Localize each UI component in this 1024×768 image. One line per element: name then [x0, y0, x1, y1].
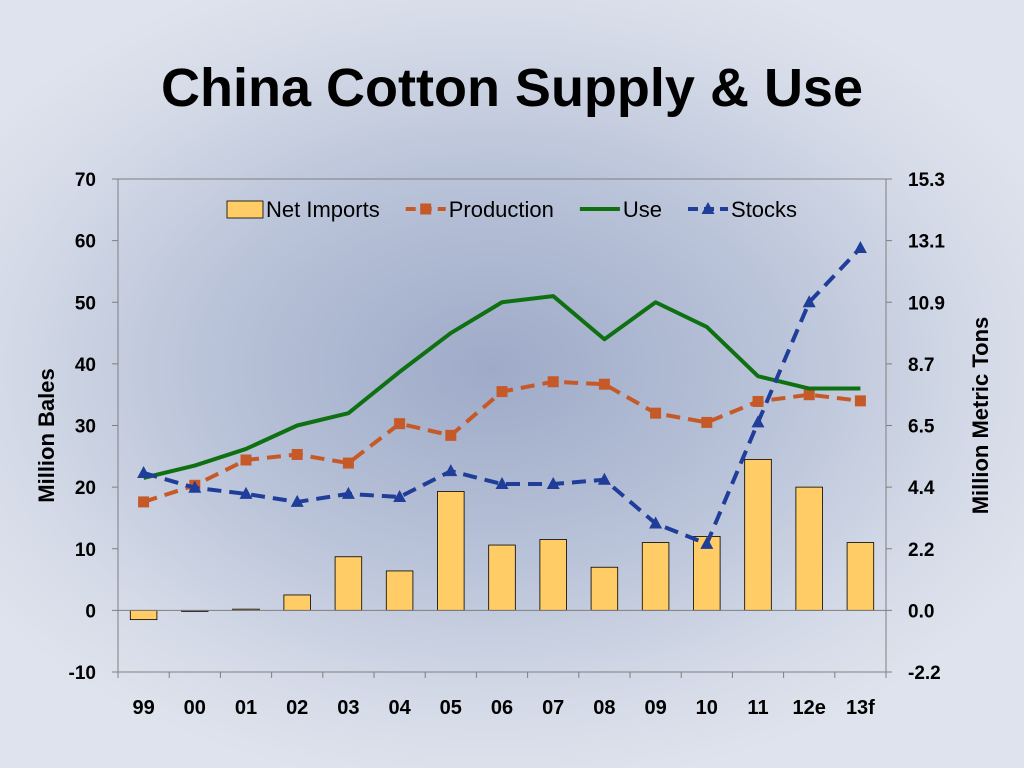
- y2-tick-label: 4.4: [908, 478, 935, 499]
- bar: [846, 542, 875, 611]
- x-tick-label: 10: [696, 697, 718, 719]
- legend-marker-stocks: [701, 202, 715, 214]
- line-stocks: [143, 246, 862, 546]
- x-tick-label: 99: [132, 697, 154, 719]
- y-tick-label: -10: [69, 663, 96, 684]
- legend: Net Imports Production Use Stocks: [226, 197, 797, 222]
- y-tick-label: 40: [75, 355, 96, 376]
- point-production: [854, 395, 866, 407]
- point-stocks: [444, 464, 458, 477]
- point-stocks: [341, 486, 355, 499]
- legend-marker-production: [420, 203, 432, 215]
- point-production: [496, 386, 508, 398]
- y2-axis-label: Million Metric Tons: [968, 317, 993, 515]
- bar: [283, 594, 311, 611]
- y-tick-label: 60: [75, 232, 96, 253]
- point-production: [650, 407, 662, 419]
- bar: [795, 486, 823, 611]
- x-tick-label: 05: [440, 697, 462, 719]
- x-tick-label: 00: [184, 697, 206, 719]
- point-stocks: [546, 477, 560, 490]
- y2-tick-label: 15.3: [908, 170, 945, 191]
- x-tick-label: 02: [286, 697, 308, 719]
- point-stocks: [290, 494, 304, 507]
- legend-label-production: Production: [449, 197, 554, 222]
- legend-label-use: Use: [623, 197, 662, 222]
- point-stocks: [649, 516, 663, 529]
- x-tick-label: 12e: [793, 697, 826, 719]
- point-production: [803, 389, 815, 401]
- point-stocks: [239, 486, 253, 499]
- bar: [641, 542, 670, 611]
- y-tick-label: 0: [85, 601, 96, 622]
- point-production: [752, 395, 764, 407]
- point-production: [240, 454, 252, 466]
- point-production: [445, 429, 457, 441]
- x-tick-label: 09: [644, 697, 666, 719]
- y2-tick-label: 2.2: [908, 540, 934, 561]
- x-tick-label: 03: [337, 697, 359, 719]
- x-tick-label: 06: [491, 697, 513, 719]
- x-tick-label: 07: [542, 697, 564, 719]
- point-stocks: [802, 295, 816, 308]
- bar: [129, 609, 158, 621]
- x-tick-label: 13f: [846, 697, 875, 719]
- y2-tick-label: 8.7: [908, 355, 934, 376]
- y2-tick-label: 13.1: [908, 232, 945, 253]
- x-tick-label: 01: [235, 697, 257, 719]
- point-production: [394, 418, 406, 430]
- line-series: [137, 241, 867, 549]
- point-stocks: [853, 241, 867, 254]
- legend-label-net-imports: Net Imports: [266, 197, 380, 222]
- bar: [488, 544, 516, 611]
- point-stocks: [597, 472, 611, 485]
- line-use: [143, 294, 861, 480]
- bar: [590, 566, 619, 611]
- y2-tick-label: 10.9: [908, 293, 945, 314]
- point-production: [547, 376, 559, 388]
- bar: [744, 458, 772, 611]
- chart-title: China Cotton Supply & Use: [161, 58, 863, 118]
- point-production: [598, 378, 610, 390]
- point-stocks: [137, 465, 151, 478]
- point-stocks: [188, 480, 202, 493]
- y-axis-label: Million Bales: [34, 368, 59, 502]
- bar: [437, 491, 465, 611]
- y2-tick-label: 6.5: [908, 417, 935, 438]
- axes: -10 -2.2 0 0.0 10 2.2 20 4.4 30 6.5 40 8.7 50 10.9 60 1…: [34, 170, 993, 719]
- point-production: [342, 457, 354, 469]
- y-tick-label: 50: [75, 293, 96, 314]
- point-stocks: [751, 415, 765, 428]
- point-stocks: [393, 489, 407, 502]
- y-tick-label: 70: [75, 170, 96, 191]
- bar: [385, 570, 414, 611]
- point-production: [701, 416, 713, 428]
- x-tick-label: 04: [388, 697, 411, 719]
- point-stocks: [495, 477, 509, 490]
- point-production: [291, 448, 303, 460]
- x-tick-label: 08: [593, 697, 615, 719]
- point-stocks: [700, 536, 714, 549]
- y2-tick-label: 0.0: [908, 601, 934, 622]
- legend-swatch-net-imports: [226, 200, 264, 219]
- point-production: [138, 496, 150, 508]
- y-tick-label: 10: [75, 540, 96, 561]
- bar: [539, 539, 567, 611]
- y-tick-label: 30: [75, 417, 96, 438]
- y-tick-label: 20: [75, 478, 96, 499]
- legend-label-stocks: Stocks: [731, 197, 797, 222]
- y2-tick-label: -2.2: [908, 663, 941, 684]
- bar: [334, 556, 363, 611]
- bar-series-net-imports: [129, 458, 875, 621]
- x-tick-label: 11: [747, 697, 768, 719]
